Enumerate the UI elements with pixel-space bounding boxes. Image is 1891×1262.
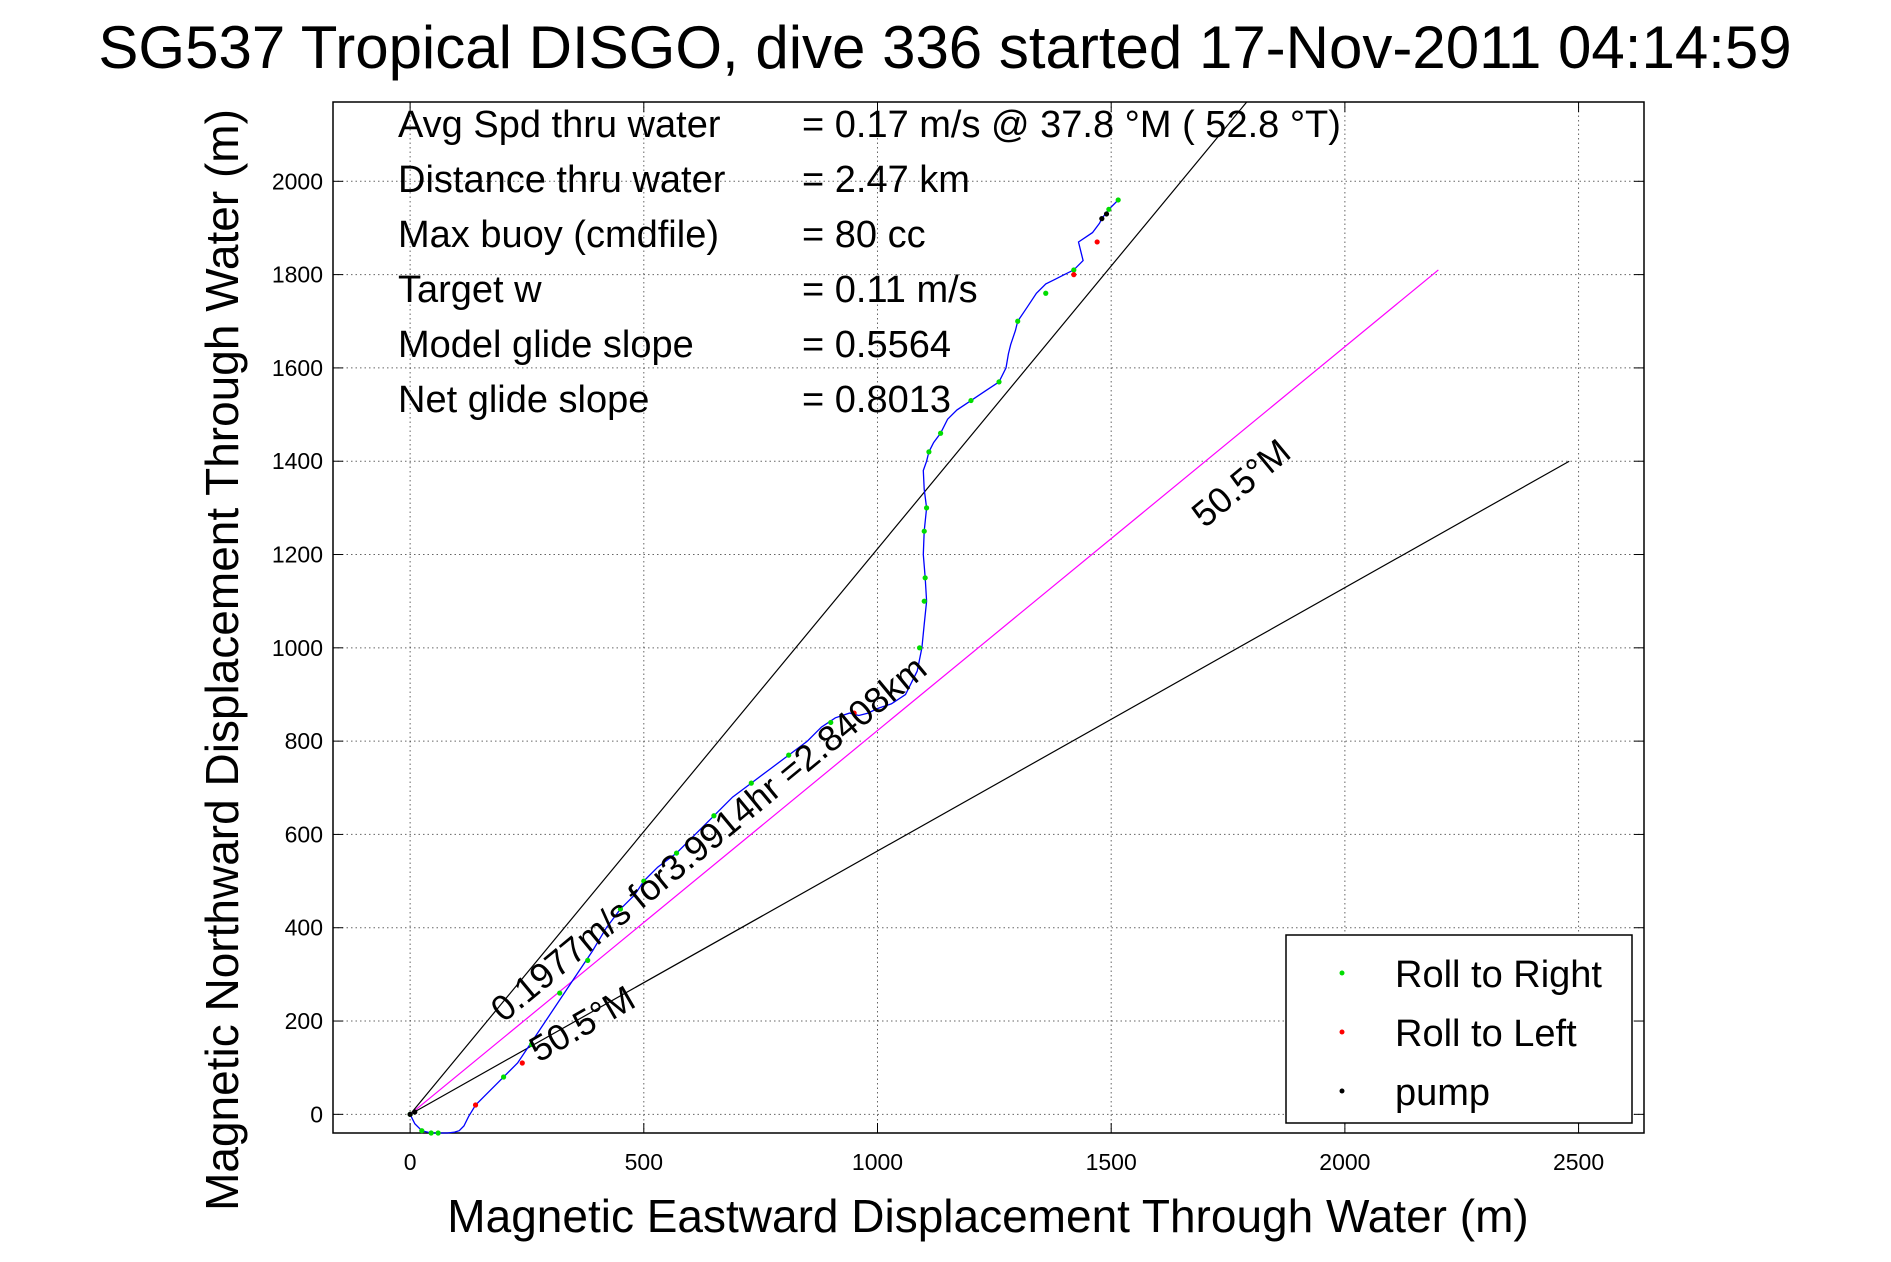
roll-right-marker bbox=[748, 780, 754, 786]
roll-right-marker bbox=[419, 1128, 425, 1134]
roll-right-marker bbox=[937, 430, 944, 436]
roll-right-marker bbox=[673, 850, 680, 856]
marker-layer bbox=[407, 197, 1121, 1136]
y-tick-label: 800 bbox=[285, 728, 323, 754]
roll-right-marker bbox=[923, 505, 930, 511]
y-tick-label: 400 bbox=[285, 915, 323, 941]
x-tick-label: 500 bbox=[625, 1149, 663, 1175]
stat-value: = 0.11 m/s bbox=[802, 269, 978, 311]
stat-value: = 0.8013 bbox=[802, 379, 951, 421]
grid-layer bbox=[333, 102, 1644, 1133]
y-tick-label: 200 bbox=[285, 1008, 323, 1034]
stat-label: Avg Spd thru water bbox=[398, 104, 721, 146]
roll-right-marker bbox=[428, 1130, 434, 1136]
guide-line bbox=[409, 269, 1439, 1115]
y-tick-label: 2000 bbox=[272, 168, 323, 194]
roll-right-marker bbox=[786, 752, 792, 758]
stats-block: Avg Spd thru water = 0.17 m/s @ 37.8 °M (… bbox=[398, 104, 1341, 421]
legend-label: Roll to Left bbox=[1395, 1013, 1577, 1055]
y-tick-label: 1200 bbox=[272, 542, 323, 568]
x-tick-label: 2500 bbox=[1553, 1149, 1604, 1175]
track-layer bbox=[409, 199, 1119, 1134]
roll-right-marker bbox=[1043, 290, 1049, 296]
roll-right-marker bbox=[828, 719, 834, 726]
roll-right-marker bbox=[641, 878, 647, 884]
stat-label: Target w bbox=[398, 269, 542, 311]
x-tick-label: 1000 bbox=[852, 1149, 903, 1175]
roll-right-marker bbox=[916, 645, 923, 651]
legend-label: Roll to Right bbox=[1395, 954, 1602, 996]
pump-marker bbox=[1099, 216, 1105, 222]
stat-value: = 0.17 m/s @ 37.8 °M ( 52.8 °T) bbox=[802, 104, 1341, 146]
roll-right-marker bbox=[996, 379, 1002, 385]
legend-marker bbox=[1339, 1029, 1345, 1035]
y-axis-label: Magnetic Northward Displacement Through … bbox=[196, 109, 248, 1211]
y-tick-label: 1400 bbox=[272, 448, 323, 474]
roll-right-marker bbox=[585, 957, 591, 963]
stat-label: Net glide slope bbox=[398, 379, 649, 421]
chart-title: SG537 Tropical DISGO, dive 336 started 1… bbox=[98, 14, 1791, 81]
pump-marker bbox=[407, 1111, 413, 1117]
roll-right-marker bbox=[617, 906, 624, 912]
roll-right-marker bbox=[968, 397, 974, 404]
pump-marker bbox=[412, 1109, 418, 1115]
stat-label: Max buoy (cmdfile) bbox=[398, 214, 719, 256]
guide-line bbox=[409, 101, 1248, 1115]
x-tick-label: 0 bbox=[404, 1149, 417, 1175]
stat-value: = 80 cc bbox=[802, 214, 926, 256]
tick-layer: 0 500 1000 1500 2000 2500 0 200 400 600 800 1000 120… bbox=[272, 102, 1644, 1175]
roll-right-marker bbox=[1015, 318, 1021, 324]
x-axis-label: Magnetic Eastward Displacement Through W… bbox=[447, 1190, 1528, 1242]
y-tick-label: 1600 bbox=[272, 355, 323, 381]
legend-marker bbox=[1339, 970, 1345, 976]
y-tick-label: 0 bbox=[310, 1101, 323, 1127]
y-tick-label: 1800 bbox=[272, 262, 323, 288]
x-tick-label: 1500 bbox=[1086, 1149, 1137, 1175]
roll-left-marker bbox=[1094, 239, 1100, 245]
y-tick-label: 1000 bbox=[272, 635, 323, 661]
stat-value: = 2.47 km bbox=[802, 159, 970, 201]
roll-right-marker bbox=[922, 575, 928, 581]
roll-left-marker bbox=[472, 1102, 479, 1108]
roll-left-marker bbox=[1071, 272, 1077, 278]
x-tick-label: 2000 bbox=[1319, 1149, 1370, 1175]
roll-right-marker bbox=[500, 1074, 507, 1080]
stat-label: Model glide slope bbox=[398, 324, 694, 366]
roll-right-marker bbox=[711, 813, 717, 819]
roll-right-marker bbox=[435, 1130, 441, 1136]
stat-value: = 0.5564 bbox=[802, 324, 951, 366]
roll-left-marker bbox=[519, 1060, 525, 1066]
legend-items: Roll to Right Roll to Left pump bbox=[1339, 954, 1602, 1114]
roll-right-marker bbox=[921, 598, 927, 604]
roll-right-marker bbox=[1115, 197, 1121, 203]
guide-line bbox=[409, 460, 1570, 1115]
legend-label: pump bbox=[1395, 1072, 1490, 1114]
y-tick-label: 600 bbox=[285, 821, 323, 847]
roll-right-marker bbox=[926, 449, 932, 455]
roll-right-marker bbox=[1106, 206, 1112, 212]
stat-label: Distance thru water bbox=[398, 159, 726, 201]
pump-marker bbox=[1103, 211, 1110, 217]
roll-right-marker bbox=[557, 990, 563, 996]
roll-left-marker bbox=[851, 710, 857, 716]
legend: Roll to Right Roll to Left pump bbox=[1285, 934, 1633, 1124]
legend-marker bbox=[1339, 1088, 1345, 1094]
roll-right-marker bbox=[921, 528, 927, 534]
roll-right-marker bbox=[1071, 267, 1077, 273]
guide-lines bbox=[409, 101, 1570, 1115]
roll-right-marker bbox=[529, 1041, 535, 1047]
track-line bbox=[409, 199, 1119, 1134]
